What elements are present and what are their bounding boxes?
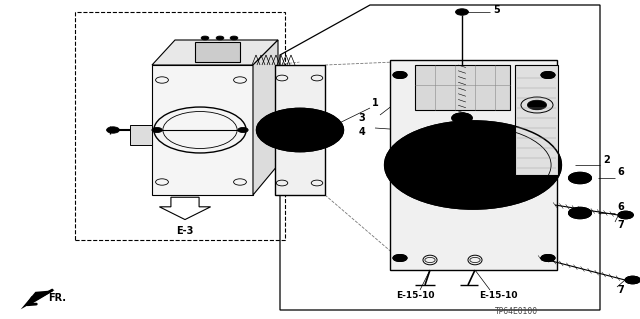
Polygon shape — [20, 290, 54, 309]
Bar — [75, 12, 285, 240]
Text: 7: 7 — [617, 220, 624, 230]
Circle shape — [393, 71, 407, 78]
Polygon shape — [130, 125, 152, 145]
Text: 5: 5 — [493, 5, 500, 15]
Polygon shape — [152, 40, 278, 65]
Circle shape — [541, 71, 555, 78]
Text: TP64E0100: TP64E0100 — [495, 308, 538, 316]
Circle shape — [385, 121, 561, 209]
Text: 7: 7 — [617, 285, 624, 295]
Circle shape — [456, 9, 468, 15]
Text: E-15-10: E-15-10 — [396, 291, 435, 300]
Text: 4: 4 — [358, 127, 365, 137]
Circle shape — [527, 100, 547, 110]
Circle shape — [238, 128, 248, 133]
Circle shape — [618, 211, 634, 219]
Circle shape — [201, 36, 209, 40]
Text: 6: 6 — [617, 202, 624, 212]
Circle shape — [568, 172, 591, 184]
Circle shape — [257, 108, 344, 152]
Text: 6: 6 — [617, 167, 624, 177]
Polygon shape — [159, 197, 211, 219]
Circle shape — [393, 255, 407, 262]
Polygon shape — [195, 42, 240, 62]
Polygon shape — [275, 65, 325, 195]
Circle shape — [230, 36, 238, 40]
Text: 3: 3 — [358, 113, 365, 123]
Circle shape — [452, 113, 472, 123]
Polygon shape — [253, 40, 278, 195]
Polygon shape — [152, 65, 253, 195]
Circle shape — [152, 128, 162, 133]
Polygon shape — [390, 60, 557, 270]
Text: 1: 1 — [372, 98, 379, 108]
Circle shape — [625, 276, 640, 284]
Circle shape — [216, 36, 224, 40]
Polygon shape — [415, 65, 510, 110]
Circle shape — [107, 127, 120, 133]
Polygon shape — [515, 65, 558, 175]
Circle shape — [457, 115, 467, 121]
Circle shape — [568, 207, 591, 219]
Text: E-15-10: E-15-10 — [479, 291, 517, 300]
Text: E-3: E-3 — [176, 226, 194, 236]
Circle shape — [541, 255, 555, 262]
Text: 2: 2 — [603, 155, 610, 165]
Text: FR.: FR. — [48, 293, 66, 303]
